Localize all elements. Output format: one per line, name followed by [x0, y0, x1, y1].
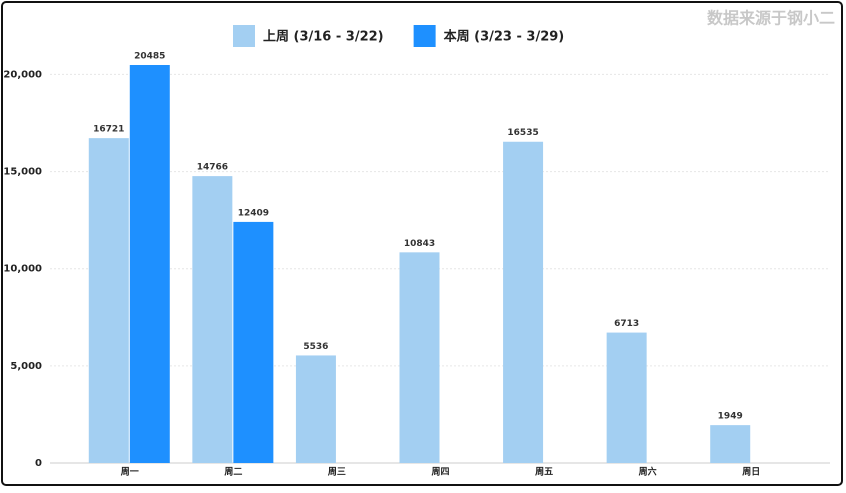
data-label: 6713 [614, 319, 639, 329]
bar [88, 138, 129, 463]
bar [295, 355, 336, 463]
bar [710, 425, 751, 463]
y-tick-label: 10,000 [3, 264, 42, 275]
data-label: 14766 [197, 163, 228, 173]
y-tick-label: 5,000 [10, 361, 42, 372]
legend-label: 本周 (3/23 - 3/29) [444, 29, 565, 45]
x-tick-label: 周日 [742, 467, 760, 478]
y-tick-label: 20,000 [3, 69, 42, 80]
data-label: 10843 [404, 239, 435, 249]
y-tick-label: 15,000 [3, 167, 42, 178]
bar [192, 176, 233, 463]
legend-label: 上周 (3/16 - 3/22) [263, 30, 384, 45]
x-tick-label: 周三 [328, 467, 346, 478]
data-label: 12409 [238, 208, 269, 218]
data-label: 20485 [134, 52, 165, 62]
data-label: 1949 [718, 412, 743, 422]
data-label: 5536 [303, 342, 328, 352]
bar [129, 65, 170, 464]
bar [399, 252, 440, 463]
x-tick-label: 周五 [535, 467, 553, 478]
data-label: 16721 [93, 125, 124, 135]
x-tick-label: 周四 [431, 467, 449, 478]
x-tick-label: 周二 [224, 467, 242, 478]
data-label: 16535 [507, 128, 538, 138]
x-tick-label: 周一 [121, 467, 139, 478]
bar [606, 332, 647, 463]
y-tick-label: 0 [35, 458, 42, 469]
legend-swatch [413, 25, 436, 47]
source-label: 数据来源于钢小二 [707, 9, 835, 28]
bar [233, 221, 274, 463]
legend-swatch [233, 25, 255, 47]
x-tick-label: 周六 [639, 466, 657, 478]
bar [503, 141, 544, 463]
